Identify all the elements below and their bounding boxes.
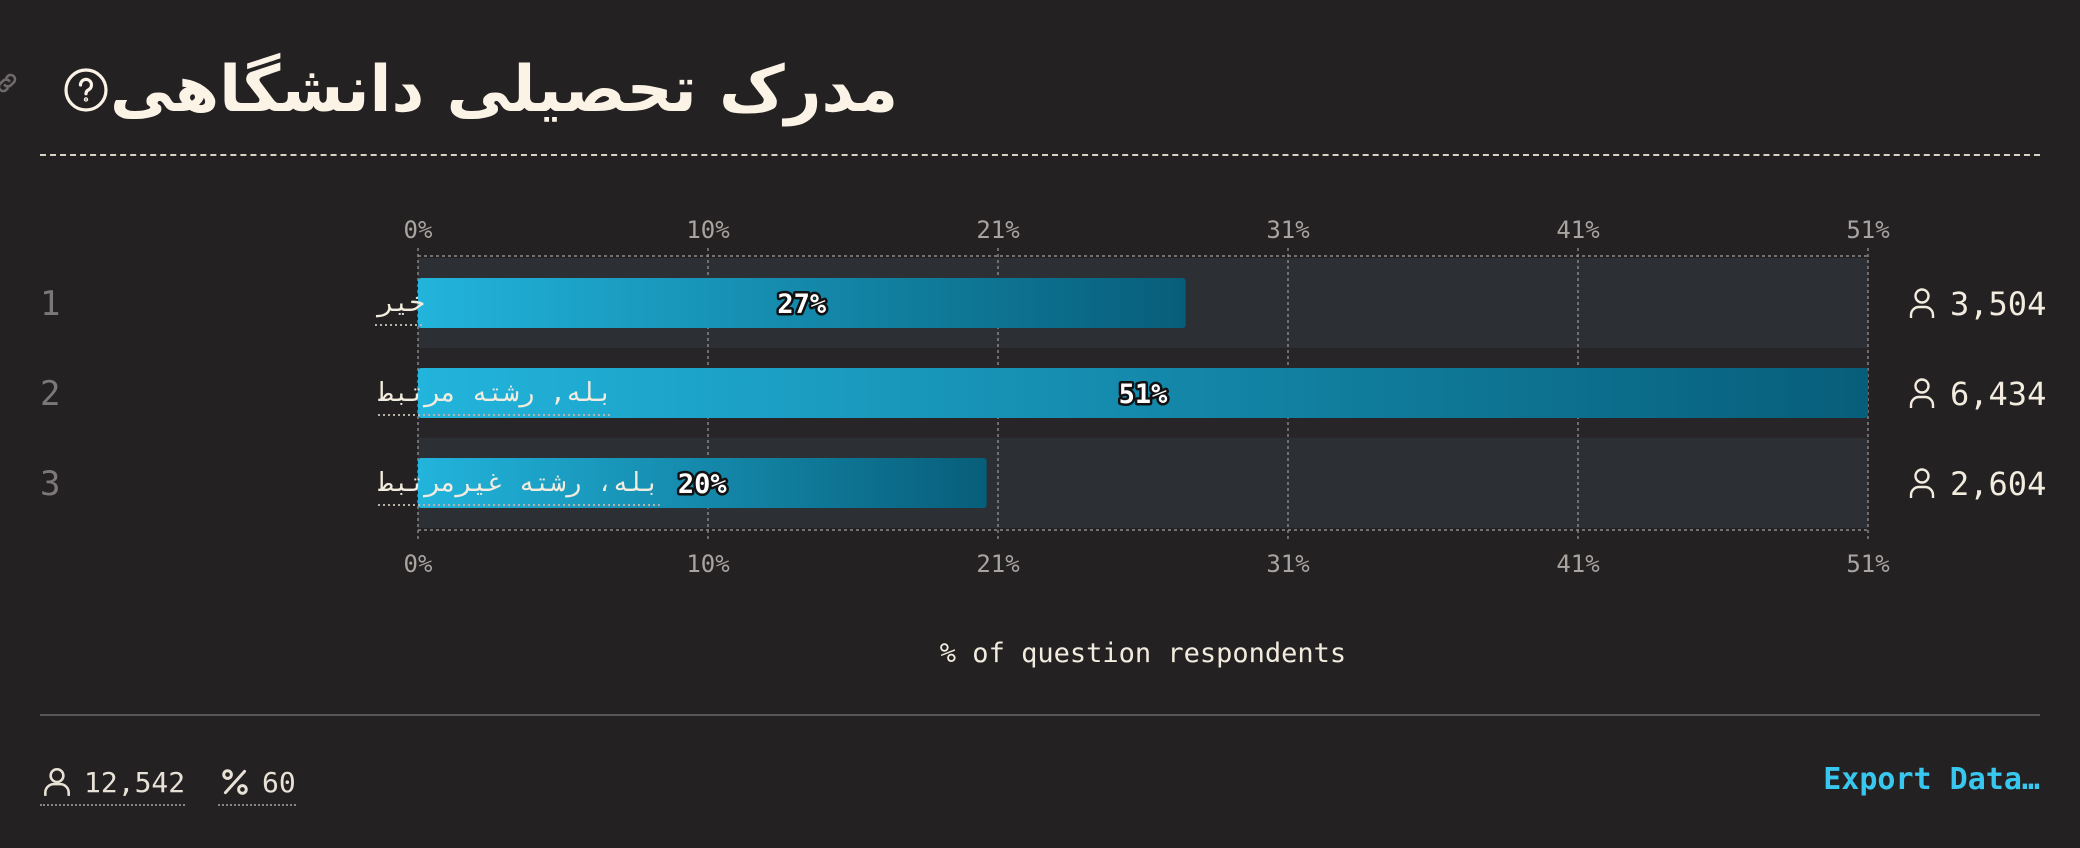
title-divider bbox=[40, 154, 2040, 156]
category-label: بله، رشته غیرمرتبط bbox=[378, 468, 660, 498]
x-tick-label-bottom: 51% bbox=[1846, 550, 1890, 578]
percent-value: 60 bbox=[262, 765, 296, 799]
x-tick-label-top: 31% bbox=[1266, 216, 1310, 244]
rank-number: 1 bbox=[40, 284, 60, 324]
question-circle-icon[interactable] bbox=[62, 66, 110, 114]
person-icon-body bbox=[1909, 395, 1935, 408]
x-tick-label-top: 10% bbox=[686, 216, 730, 244]
x-tick-label-top: 51% bbox=[1846, 216, 1890, 244]
x-tick-label-top: 21% bbox=[976, 216, 1020, 244]
bar-value-label: 20% bbox=[678, 469, 728, 500]
person-icon-body bbox=[1909, 485, 1935, 498]
rank-number: 2 bbox=[40, 374, 60, 414]
category-label: بله, رشته مرتبط bbox=[378, 378, 613, 408]
person-icon bbox=[1909, 378, 1935, 408]
person-icon-head bbox=[1914, 288, 1930, 304]
person-icon-head bbox=[1914, 378, 1930, 394]
x-tick-label-top: 0% bbox=[404, 216, 433, 244]
rank-number: 3 bbox=[40, 464, 60, 504]
bar-value-label: 27% bbox=[777, 289, 827, 320]
row-respondent-count: 6,434 bbox=[1950, 375, 2046, 413]
person-icon-head bbox=[1914, 468, 1930, 484]
x-axis-label: % of question respondents bbox=[940, 638, 1346, 669]
person-icon bbox=[1909, 468, 1935, 498]
person-icon bbox=[44, 767, 70, 796]
export-data-button[interactable]: Export Data… bbox=[1823, 762, 2040, 797]
percent-stat[interactable]: 60 bbox=[218, 760, 296, 806]
x-tick-label-bottom: 31% bbox=[1266, 550, 1310, 578]
title-row: مدرک تحصیلی دانشگاهی bbox=[40, 40, 898, 140]
x-tick-label-bottom: 10% bbox=[686, 550, 730, 578]
bar-chart: 0% 0% 10% 10% 21% 21% 31% 31% 41% 41% 51% 51% 27% 1 خی… bbox=[40, 216, 2046, 669]
page-title: مدرک تحصیلی دانشگاهی bbox=[110, 53, 899, 127]
x-tick-label-top: 41% bbox=[1556, 216, 1600, 244]
bar-value-label: 51% bbox=[1119, 379, 1169, 410]
bar bbox=[418, 368, 1868, 418]
respondents-count: 12,542 bbox=[84, 765, 186, 799]
x-tick-label-bottom: 41% bbox=[1556, 550, 1600, 578]
footer-divider bbox=[40, 714, 2040, 716]
bar bbox=[418, 278, 1186, 328]
percent-icon bbox=[222, 769, 248, 795]
category-label: خیر bbox=[375, 288, 425, 318]
person-icon-body bbox=[1909, 305, 1935, 318]
row-respondent-count: 2,604 bbox=[1950, 465, 2046, 503]
row-respondent-count: 3,504 bbox=[1950, 285, 2046, 323]
link-icon[interactable] bbox=[0, 70, 20, 96]
x-tick-label-bottom: 21% bbox=[976, 550, 1020, 578]
x-tick-label-bottom: 0% bbox=[404, 550, 433, 578]
person-icon bbox=[1909, 288, 1935, 318]
bar bbox=[418, 458, 987, 508]
respondents-stat[interactable]: 12,542 bbox=[40, 760, 186, 806]
